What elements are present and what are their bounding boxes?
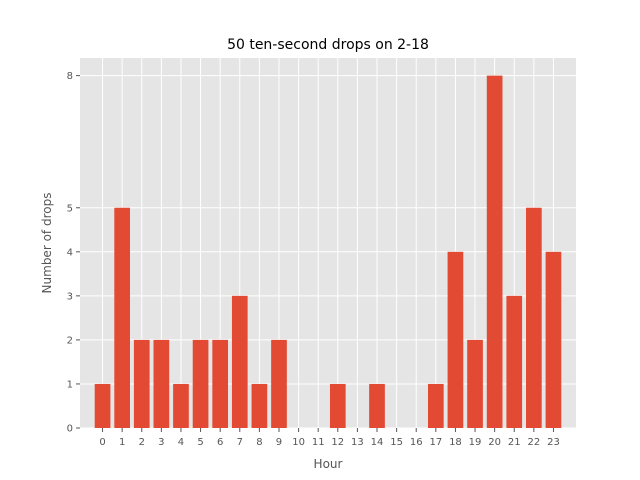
x-tick-label: 20 xyxy=(488,437,501,448)
chart-title: 50 ten-second drops on 2-18 xyxy=(227,37,429,53)
y-tick-label: 0 xyxy=(67,424,73,435)
bars xyxy=(94,75,562,428)
bar-hour-5 xyxy=(192,339,209,428)
y-axis-ticks: 0 1 2 3 4 5 8 xyxy=(67,71,80,435)
bar-hour-2 xyxy=(133,339,150,428)
x-tick-label: 15 xyxy=(390,437,403,448)
x-tick-label: 16 xyxy=(410,437,423,448)
bar-hour-6 xyxy=(212,339,229,428)
x-tick-label: 12 xyxy=(331,437,344,448)
bar-hour-12 xyxy=(329,383,346,428)
x-tick-label: 23 xyxy=(547,437,560,448)
bar-hour-4 xyxy=(173,383,189,428)
bar-hour-19 xyxy=(467,339,483,428)
x-tick-label: 22 xyxy=(527,437,540,448)
x-tick-label: 6 xyxy=(217,437,223,448)
y-tick-label: 1 xyxy=(67,379,73,390)
x-tick-label: 1 xyxy=(119,437,125,448)
bar-hour-20 xyxy=(486,75,503,428)
x-tick-label: 2 xyxy=(139,437,145,448)
x-tick-label: 13 xyxy=(351,437,364,448)
x-tick-label: 18 xyxy=(449,437,462,448)
x-tick-label: 7 xyxy=(237,437,243,448)
y-tick-label: 8 xyxy=(67,71,73,82)
bar-hour-3 xyxy=(153,339,170,428)
bar-hour-21 xyxy=(506,295,523,428)
x-axis-label: Hour xyxy=(314,457,343,471)
x-tick-label: 17 xyxy=(429,437,442,448)
x-axis-ticks: 0 1 2 3 4 5 6 7 8 9 10 11 12 13 14 15 16 17 18 19 20 21 22 23 xyxy=(99,428,560,448)
x-tick-label: 14 xyxy=(371,437,384,448)
bar-hour-1 xyxy=(114,207,130,428)
x-tick-label: 19 xyxy=(469,437,482,448)
bar-hour-9 xyxy=(271,339,287,428)
x-tick-label: 4 xyxy=(178,437,184,448)
x-tick-label: 5 xyxy=(197,437,203,448)
bar-hour-8 xyxy=(251,383,268,428)
y-tick-label: 4 xyxy=(67,247,73,258)
x-tick-label: 9 xyxy=(276,437,282,448)
x-tick-label: 11 xyxy=(312,437,325,448)
bar-hour-18 xyxy=(447,251,464,428)
bar-hour-0 xyxy=(94,383,111,428)
bar-hour-22 xyxy=(526,207,542,428)
bar-hour-17 xyxy=(427,383,444,428)
x-tick-label: 8 xyxy=(256,437,262,448)
y-tick-label: 3 xyxy=(67,291,73,302)
bar-hour-7 xyxy=(231,295,248,428)
bar-hour-23 xyxy=(545,251,562,428)
bar-hour-14 xyxy=(369,383,385,428)
x-tick-label: 3 xyxy=(158,437,164,448)
y-tick-label: 2 xyxy=(67,335,73,346)
x-tick-label: 21 xyxy=(508,437,521,448)
x-tick-label: 0 xyxy=(99,437,105,448)
x-tick-label: 10 xyxy=(292,437,305,448)
y-tick-label: 5 xyxy=(67,203,73,214)
y-axis-label: Number of drops xyxy=(40,193,54,294)
